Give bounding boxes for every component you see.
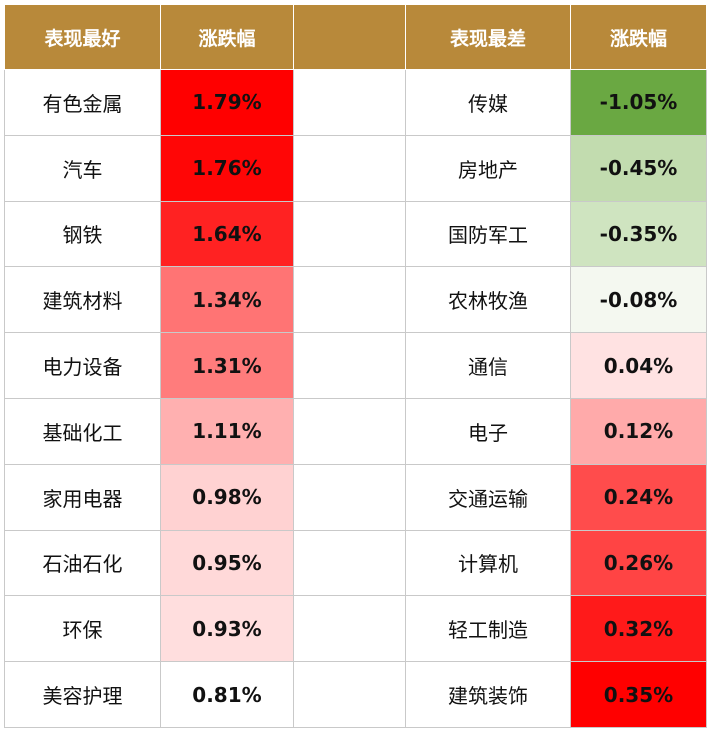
worst-sector-change: 0.26% (570, 529, 707, 597)
worst-sector-name: 建筑装饰 (405, 661, 571, 728)
table-row: 石油石化 0.95% 计算机 0.26% (4, 529, 707, 597)
table-row: 有色金属 1.79% 传媒 -1.05% (4, 69, 707, 136)
worst-sector-change: -0.45% (570, 134, 707, 202)
best-sector-name: 建筑材料 (4, 266, 161, 334)
worst-change-header: 涨跌幅 (570, 4, 707, 70)
best-sector-change: 0.81% (160, 661, 294, 728)
table-row: 基础化工 1.11% 电子 0.12% (4, 397, 707, 465)
best-sector-change: 1.76% (160, 134, 294, 202)
best-sector-name: 石油石化 (4, 529, 161, 597)
worst-sector-name: 国防军工 (405, 200, 571, 268)
best-change-header: 涨跌幅 (160, 4, 294, 70)
best-sector-name: 美容护理 (4, 661, 161, 728)
table-row: 建筑材料 1.34% 农林牧渔 -0.08% (4, 266, 707, 334)
worst-sector-change: 0.35% (570, 661, 707, 728)
worst-sector-change: -0.08% (570, 266, 707, 334)
worst-label-header: 表现最差 (405, 4, 571, 70)
worst-sector-change: 0.24% (570, 463, 707, 531)
row-gap (293, 200, 406, 268)
best-sector-change: 1.34% (160, 266, 294, 334)
best-sector-name: 电力设备 (4, 332, 161, 399)
best-sector-change: 0.98% (160, 463, 294, 531)
best-sector-name: 家用电器 (4, 463, 161, 531)
header-row: 表现最好 涨跌幅 表现最差 涨跌幅 (4, 4, 707, 70)
worst-sector-change: 0.32% (570, 595, 707, 663)
best-sector-change: 1.31% (160, 332, 294, 399)
table-row: 环保 0.93% 轻工制造 0.32% (4, 595, 707, 663)
header-gap (293, 4, 406, 70)
worst-sector-name: 电子 (405, 397, 571, 465)
worst-sector-change: 0.04% (570, 332, 707, 399)
table-row: 汽车 1.76% 房地产 -0.45% (4, 134, 707, 202)
row-gap (293, 661, 406, 728)
best-sector-name: 有色金属 (4, 69, 161, 136)
table-row: 钢铁 1.64% 国防军工 -0.35% (4, 200, 707, 268)
best-sector-name: 基础化工 (4, 397, 161, 465)
worst-sector-change: 0.12% (570, 397, 707, 465)
row-gap (293, 463, 406, 531)
best-sector-change: 1.79% (160, 69, 294, 136)
worst-sector-name: 计算机 (405, 529, 571, 597)
table-row: 美容护理 0.81% 建筑装饰 0.35% (4, 661, 707, 728)
worst-sector-name: 通信 (405, 332, 571, 399)
worst-sector-change: -1.05% (570, 69, 707, 136)
worst-sector-name: 交通运输 (405, 463, 571, 531)
best-sector-change: 1.64% (160, 200, 294, 268)
worst-sector-name: 传媒 (405, 69, 571, 136)
best-label-header: 表现最好 (4, 4, 161, 70)
best-sector-name: 钢铁 (4, 200, 161, 268)
best-sector-name: 汽车 (4, 134, 161, 202)
worst-sector-name: 房地产 (405, 134, 571, 202)
best-sector-change: 0.93% (160, 595, 294, 663)
row-gap (293, 595, 406, 663)
row-gap (293, 332, 406, 399)
row-gap (293, 266, 406, 334)
table-row: 家用电器 0.98% 交通运输 0.24% (4, 463, 707, 531)
row-gap (293, 529, 406, 597)
best-sector-change: 1.11% (160, 397, 294, 465)
row-gap (293, 69, 406, 136)
worst-sector-name: 农林牧渔 (405, 266, 571, 334)
worst-sector-name: 轻工制造 (405, 595, 571, 663)
worst-sector-change: -0.35% (570, 200, 707, 268)
sector-performance-table: 表现最好 涨跌幅 表现最差 涨跌幅 有色金属 1.79% 传媒 -1.05% 汽车 1.7… (4, 4, 707, 728)
table-row: 电力设备 1.31% 通信 0.04% (4, 332, 707, 399)
row-gap (293, 134, 406, 202)
best-sector-name: 环保 (4, 595, 161, 663)
best-sector-change: 0.95% (160, 529, 294, 597)
row-gap (293, 397, 406, 465)
